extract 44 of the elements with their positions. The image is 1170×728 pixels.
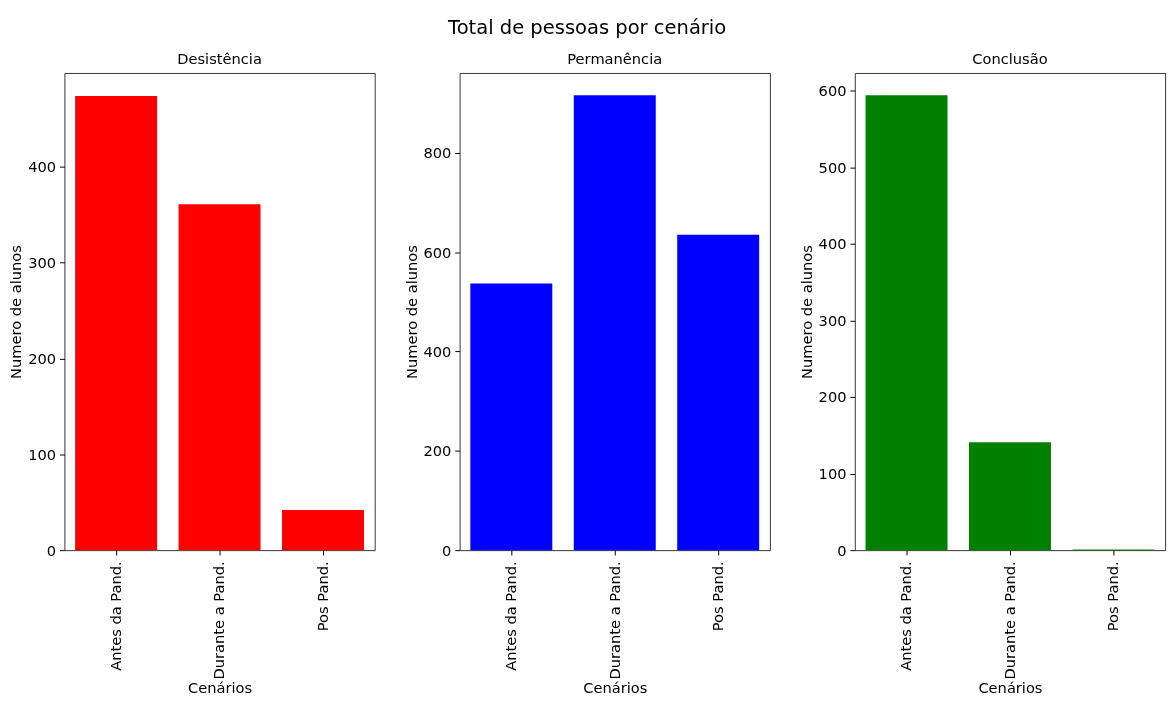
y-tick-label: 0	[837, 541, 847, 559]
chart-title: Conclusão	[972, 50, 1048, 68]
x-tick-label: Durante a Pand.	[210, 561, 228, 680]
y-tick-label: 600	[423, 243, 452, 261]
y-tick-label: 0	[442, 541, 452, 559]
bar	[865, 95, 948, 551]
bar	[75, 95, 158, 551]
x-tick-label: Durante a Pand.	[1000, 561, 1018, 680]
x-axis-title: Cenários	[188, 679, 253, 697]
x-tick-label: Antes da Pand.	[897, 561, 915, 671]
x-tick-label: Pos Pand.	[1104, 561, 1122, 632]
y-tick-label: 200	[28, 349, 57, 367]
x-tick-label: Pos Pand.	[313, 561, 331, 632]
y-tick-label: 500	[818, 158, 847, 176]
chart-title: Permanência	[567, 50, 663, 68]
y-axis-title: Numero de alunos	[7, 245, 25, 379]
y-axis-title: Numero de alunos	[797, 245, 815, 379]
y-tick-label: 100	[28, 445, 57, 463]
x-axis-title: Cenários	[583, 679, 648, 697]
y-tick-label: 400	[818, 235, 847, 253]
y-tick-label: 800	[423, 144, 452, 162]
y-tick-label: 400	[28, 158, 57, 176]
y-tick-label: 200	[818, 388, 847, 406]
y-tick-label: 100	[818, 464, 847, 482]
x-tick-label: Pos Pand.	[709, 561, 727, 632]
bar	[470, 283, 553, 551]
y-tick-label: 600	[818, 81, 847, 99]
y-tick-label: 300	[818, 311, 847, 329]
y-tick-label: 200	[423, 442, 452, 460]
chart-title: Desistência	[177, 50, 262, 68]
x-tick-label: Antes da Pand.	[107, 561, 124, 671]
bar	[178, 204, 261, 551]
text: Total de pessoas por cenário	[447, 16, 727, 40]
y-tick-label: 300	[28, 254, 57, 272]
bar	[677, 234, 760, 551]
bar	[968, 442, 1051, 551]
x-tick-label: Antes da Pand.	[502, 561, 520, 671]
x-tick-label: Durante a Pand.	[605, 561, 623, 680]
bar	[573, 95, 656, 551]
y-axis-title: Numero de alunos	[402, 245, 420, 379]
y-tick-label: 0	[46, 541, 57, 559]
bar	[282, 509, 364, 551]
x-axis-title: Cenários	[978, 679, 1043, 697]
y-tick-label: 400	[423, 342, 452, 360]
